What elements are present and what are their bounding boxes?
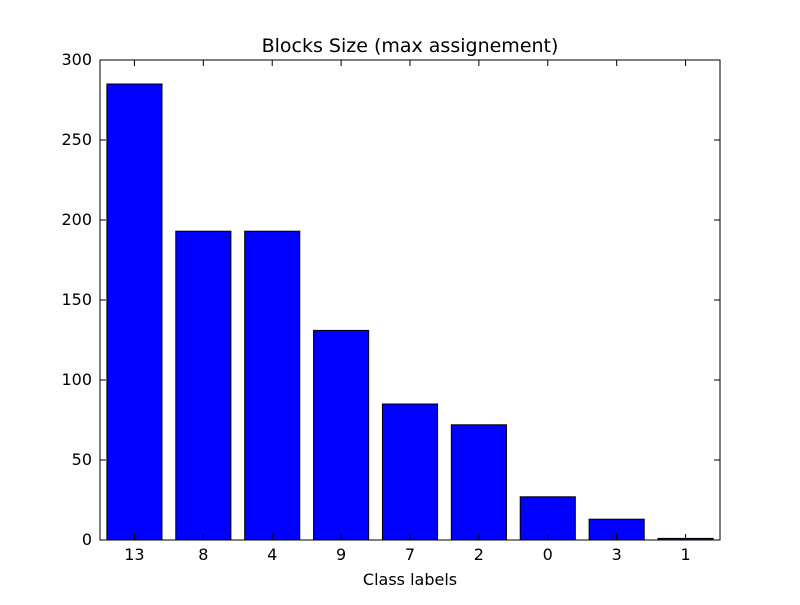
bars-layer bbox=[106, 83, 714, 541]
chart-title: Blocks Size (max assignement) bbox=[262, 35, 559, 57]
y-tick-label: 300 bbox=[61, 50, 92, 69]
y-tick-label: 250 bbox=[61, 130, 92, 149]
x-tick-label: 2 bbox=[474, 545, 484, 564]
bar-2 bbox=[450, 424, 507, 541]
y-tick-label: 50 bbox=[72, 450, 92, 469]
plot-frame bbox=[99, 59, 721, 541]
y-tick-label: 150 bbox=[61, 290, 92, 309]
bar-7 bbox=[381, 403, 439, 541]
x-tick-label: 7 bbox=[405, 545, 415, 564]
bar-0 bbox=[519, 496, 576, 541]
x-tick-label: 4 bbox=[267, 545, 277, 564]
x-tick-label: 9 bbox=[336, 545, 346, 564]
y-tick-label: 200 bbox=[61, 210, 92, 229]
x-tick-label: 13 bbox=[124, 545, 144, 564]
bar-13 bbox=[106, 83, 163, 541]
x-tick-label: 3 bbox=[612, 545, 622, 564]
bar-9 bbox=[313, 329, 370, 541]
y-tick-label: 0 bbox=[82, 530, 92, 549]
x-axis-label: Class labels bbox=[363, 570, 457, 589]
ticks-layer: 0 50 100 150 200 250 300 13 8 4 9 7 2 0 3 1 bbox=[61, 50, 720, 564]
x-tick-label: 8 bbox=[198, 545, 208, 564]
bar-8 bbox=[175, 230, 232, 541]
x-tick-label: 1 bbox=[680, 545, 690, 564]
y-tick-label: 100 bbox=[61, 370, 92, 389]
x-tick-label: 0 bbox=[543, 545, 553, 564]
bar-4 bbox=[244, 230, 301, 541]
